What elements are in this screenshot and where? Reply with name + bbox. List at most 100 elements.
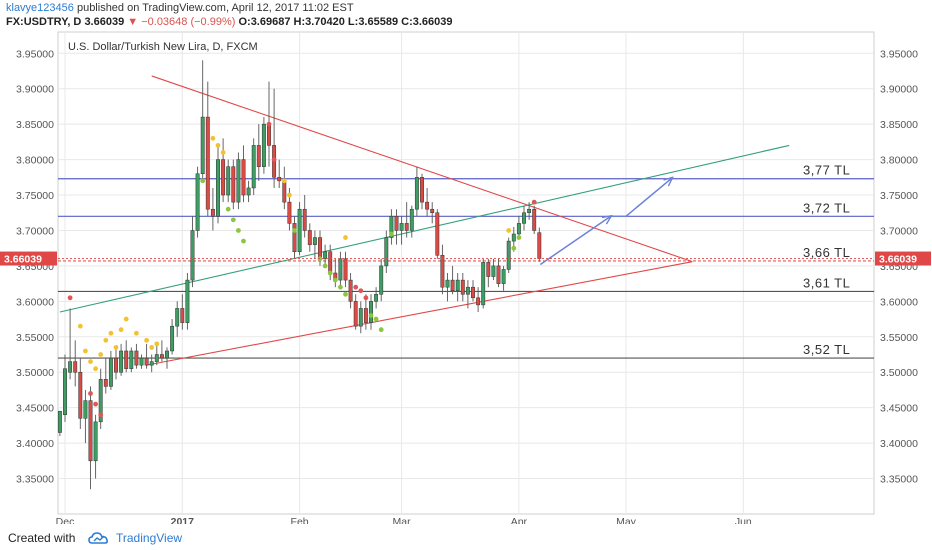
last-price: 3.66039 bbox=[84, 16, 125, 28]
indicator-dot bbox=[511, 245, 517, 251]
candle-body bbox=[343, 258, 348, 281]
publish-info: klavye123456 published on TradingView.co… bbox=[6, 2, 354, 14]
y-tick-label-right: 3.45000 bbox=[880, 403, 918, 415]
level-label: 3,66 TL bbox=[803, 245, 850, 260]
candle-body bbox=[83, 400, 88, 419]
indicator-dot bbox=[230, 217, 236, 223]
candle-body bbox=[261, 123, 266, 167]
indicator-dot bbox=[67, 295, 73, 301]
y-tick-label-right: 3.55000 bbox=[880, 332, 918, 344]
candle-body bbox=[455, 279, 460, 291]
tradingview-brand-link[interactable]: TradingView bbox=[116, 531, 183, 545]
y-tick-label-left: 3.90000 bbox=[16, 84, 54, 96]
candle-body bbox=[516, 223, 521, 235]
candle-body bbox=[450, 279, 455, 291]
y-tick-label-left: 3.50000 bbox=[16, 367, 54, 379]
y-tick-label-left: 3.60000 bbox=[16, 296, 54, 308]
indicator-dot bbox=[93, 366, 98, 372]
created-with-text: Created with bbox=[8, 531, 76, 545]
candle-body bbox=[231, 166, 236, 203]
indicator-dot bbox=[516, 235, 522, 240]
candle-body bbox=[369, 301, 373, 323]
y-tick-label-right: 3.40000 bbox=[880, 438, 918, 450]
candle-body bbox=[297, 208, 302, 252]
author-link[interactable]: klavye123456 bbox=[6, 2, 74, 14]
symbol-info: FX:USDTRY, D 3.66039 ▼ −0.03648 (−0.99%)… bbox=[6, 16, 453, 28]
x-tick-label: Jun bbox=[735, 516, 752, 524]
candle-body bbox=[409, 208, 414, 231]
candle-body bbox=[200, 116, 205, 175]
indicator-dot bbox=[241, 238, 246, 244]
candle-body bbox=[149, 361, 154, 366]
y-tick-label-right: 3.35000 bbox=[880, 474, 918, 486]
candle-body bbox=[328, 251, 333, 274]
candle-body bbox=[348, 279, 353, 302]
indicator-dot bbox=[378, 327, 384, 333]
indicator-dot bbox=[220, 150, 226, 155]
candle-body bbox=[414, 177, 419, 210]
candle-body bbox=[251, 145, 256, 189]
candle-body bbox=[389, 216, 394, 238]
indicator-dot bbox=[200, 178, 206, 184]
candle-body bbox=[404, 223, 409, 231]
indicator-dot bbox=[353, 284, 359, 290]
indicator-dot bbox=[531, 199, 537, 205]
trend-line-ascending-support[interactable] bbox=[146, 261, 693, 366]
candle-body bbox=[57, 410, 62, 433]
indicator-dot bbox=[292, 228, 297, 233]
candle-body bbox=[363, 308, 368, 323]
candle-body bbox=[73, 361, 78, 373]
x-tick-label: Apr bbox=[511, 516, 528, 524]
indicator-dot bbox=[98, 412, 104, 418]
y-tick-label-left: 3.95000 bbox=[16, 48, 54, 60]
candle-body bbox=[103, 379, 108, 387]
indicator-dot bbox=[389, 231, 394, 237]
candle-body bbox=[170, 325, 175, 352]
footer: Created with TradingView bbox=[0, 526, 932, 550]
trend-lines bbox=[59, 75, 790, 366]
price-change: −0.03648 (−0.99%) bbox=[141, 16, 236, 28]
candle-body bbox=[384, 237, 389, 267]
candle-body bbox=[532, 208, 537, 231]
x-tick-label: Mar bbox=[393, 516, 412, 524]
indicator-dot bbox=[108, 330, 114, 336]
level-label: 3,72 TL bbox=[803, 200, 850, 215]
candle-body bbox=[134, 350, 139, 366]
x-tick-label: Dec bbox=[56, 516, 75, 524]
trend-line-green-channel[interactable] bbox=[59, 144, 790, 313]
indicator-dot bbox=[266, 121, 272, 127]
candle-body bbox=[98, 379, 103, 423]
last-price-tag-bg bbox=[875, 251, 931, 266]
indicator-dot bbox=[134, 330, 139, 336]
y-tick-label-left: 3.80000 bbox=[16, 155, 54, 167]
candle-body bbox=[221, 159, 226, 196]
candle-body bbox=[445, 279, 450, 288]
indicator-dot bbox=[149, 345, 155, 350]
indicator-dot bbox=[322, 263, 328, 269]
trend-line-descending-resistance[interactable] bbox=[151, 75, 693, 263]
candle-body bbox=[491, 265, 496, 277]
candle-body bbox=[511, 233, 516, 242]
x-axis: Dec 2017 Feb Mar Apr May Jun bbox=[56, 516, 752, 524]
candle-body bbox=[165, 350, 169, 359]
price-chart[interactable]: 3.35000 3.40000 3.45000 3.50000 3.55000 3.600… bbox=[0, 30, 932, 524]
indicator-dot bbox=[236, 228, 241, 233]
x-tick-label: May bbox=[616, 516, 637, 524]
candle-body bbox=[323, 251, 328, 260]
candle-body bbox=[465, 286, 470, 295]
candles bbox=[57, 60, 542, 490]
indicator-dot bbox=[144, 337, 150, 343]
y-axis-right: 3.35000 3.40000 3.45000 3.50000 3.55000 3.600… bbox=[880, 48, 918, 485]
tradingview-cloud-icon bbox=[88, 532, 109, 544]
indicator-dot bbox=[98, 352, 104, 357]
plot-frame bbox=[57, 31, 875, 515]
candle-body bbox=[241, 159, 246, 196]
indicator-dot bbox=[363, 295, 369, 301]
candle-body bbox=[108, 357, 113, 387]
y-tick-label-right: 3.70000 bbox=[880, 225, 918, 237]
candle-body bbox=[476, 297, 481, 306]
candle-body bbox=[68, 361, 73, 373]
projection-arrow bbox=[539, 216, 610, 266]
candle-body bbox=[338, 258, 343, 281]
y-tick-label-right: 3.60000 bbox=[880, 296, 918, 308]
